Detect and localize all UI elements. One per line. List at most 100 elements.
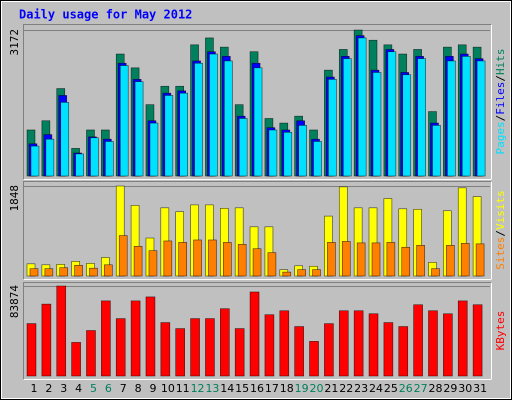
bar bbox=[41, 303, 52, 377]
bar bbox=[309, 341, 319, 377]
bar bbox=[160, 322, 171, 377]
bar bbox=[223, 242, 232, 277]
bar bbox=[413, 304, 423, 377]
bar bbox=[30, 145, 40, 177]
x-tick-label: 14 bbox=[220, 382, 234, 395]
bar bbox=[71, 342, 81, 377]
x-tick-label: 24 bbox=[369, 382, 383, 395]
legend-entry: Files bbox=[494, 82, 507, 115]
x-tick-label: 26 bbox=[399, 382, 413, 395]
bar bbox=[118, 235, 128, 277]
bar bbox=[90, 137, 99, 177]
bar bbox=[372, 72, 382, 177]
bar bbox=[327, 242, 336, 277]
x-tick-label: 9 bbox=[149, 382, 156, 395]
bar bbox=[224, 60, 233, 177]
bar bbox=[447, 60, 456, 177]
bar bbox=[130, 300, 141, 377]
bar bbox=[252, 248, 262, 277]
bar bbox=[294, 326, 304, 377]
bar bbox=[249, 291, 260, 377]
x-tick-label: 27 bbox=[414, 382, 428, 395]
bar bbox=[234, 328, 245, 377]
bar bbox=[264, 314, 275, 377]
bar bbox=[312, 269, 321, 277]
bar bbox=[26, 323, 37, 377]
bar bbox=[134, 81, 144, 177]
bar bbox=[194, 62, 203, 177]
bar bbox=[428, 310, 438, 377]
bar bbox=[461, 56, 471, 177]
bar bbox=[89, 267, 98, 277]
bar bbox=[341, 241, 351, 277]
bar bbox=[338, 310, 349, 377]
bar bbox=[115, 318, 126, 377]
bar bbox=[237, 244, 247, 277]
x-tick-label: 4 bbox=[75, 382, 82, 395]
bar bbox=[475, 243, 485, 277]
x-tick-label: 2 bbox=[45, 382, 52, 395]
bar bbox=[297, 269, 306, 277]
legend: Pages/Files/Hits bbox=[494, 49, 507, 155]
bar bbox=[283, 131, 293, 177]
legend-entry: Visits bbox=[494, 190, 507, 230]
bar bbox=[353, 310, 364, 377]
legend-entry: Pages bbox=[494, 121, 507, 154]
legend-separator: / bbox=[494, 230, 507, 237]
x-tick-label: 12 bbox=[191, 382, 205, 395]
bar bbox=[446, 245, 455, 277]
legend: KBytes bbox=[494, 311, 507, 351]
bar bbox=[86, 330, 96, 377]
legend: Sites/Visits bbox=[494, 190, 507, 270]
bar bbox=[193, 239, 202, 277]
x-tick-label: 6 bbox=[105, 382, 112, 395]
bar bbox=[205, 318, 215, 377]
bar bbox=[44, 268, 54, 277]
bar bbox=[148, 250, 158, 277]
x-tick-label: 25 bbox=[384, 382, 398, 395]
bar bbox=[238, 118, 248, 177]
x-tick-label: 8 bbox=[135, 382, 142, 395]
legend-separator: / bbox=[494, 115, 507, 122]
x-tick-label: 30 bbox=[458, 382, 472, 395]
legend-entry: Hits bbox=[494, 49, 507, 76]
bar bbox=[29, 268, 39, 277]
bar bbox=[178, 242, 187, 277]
bar bbox=[386, 242, 396, 277]
bar bbox=[104, 264, 113, 277]
x-tick-label: 3 bbox=[60, 382, 67, 395]
x-tick-label: 21 bbox=[324, 382, 338, 395]
legend-separator: / bbox=[494, 75, 507, 82]
legend-entry: Sites bbox=[494, 237, 507, 270]
bar bbox=[119, 65, 129, 177]
bar bbox=[328, 79, 337, 177]
x-tick-label: 7 bbox=[120, 382, 127, 395]
bar bbox=[56, 285, 67, 377]
bar bbox=[175, 328, 185, 377]
bar bbox=[443, 313, 453, 377]
bar bbox=[398, 326, 409, 377]
x-tick-label: 10 bbox=[161, 382, 175, 395]
x-tick-label: 13 bbox=[205, 382, 219, 395]
x-tick-label: 31 bbox=[473, 382, 487, 395]
bar bbox=[432, 125, 441, 177]
legend-entry: KBytes bbox=[494, 311, 507, 351]
bar bbox=[253, 67, 263, 177]
bar bbox=[356, 242, 366, 277]
bar bbox=[208, 239, 217, 277]
bar bbox=[324, 323, 334, 377]
x-tick-label: 18 bbox=[280, 382, 294, 395]
bar bbox=[190, 318, 200, 377]
bar bbox=[431, 268, 440, 277]
bar bbox=[368, 313, 379, 377]
bar bbox=[460, 243, 470, 277]
bar bbox=[371, 242, 381, 277]
bar bbox=[342, 58, 352, 177]
bar bbox=[298, 125, 307, 177]
bar bbox=[357, 37, 367, 177]
bar bbox=[387, 51, 397, 177]
x-tick-label: 28 bbox=[428, 382, 442, 395]
bar bbox=[179, 92, 188, 177]
